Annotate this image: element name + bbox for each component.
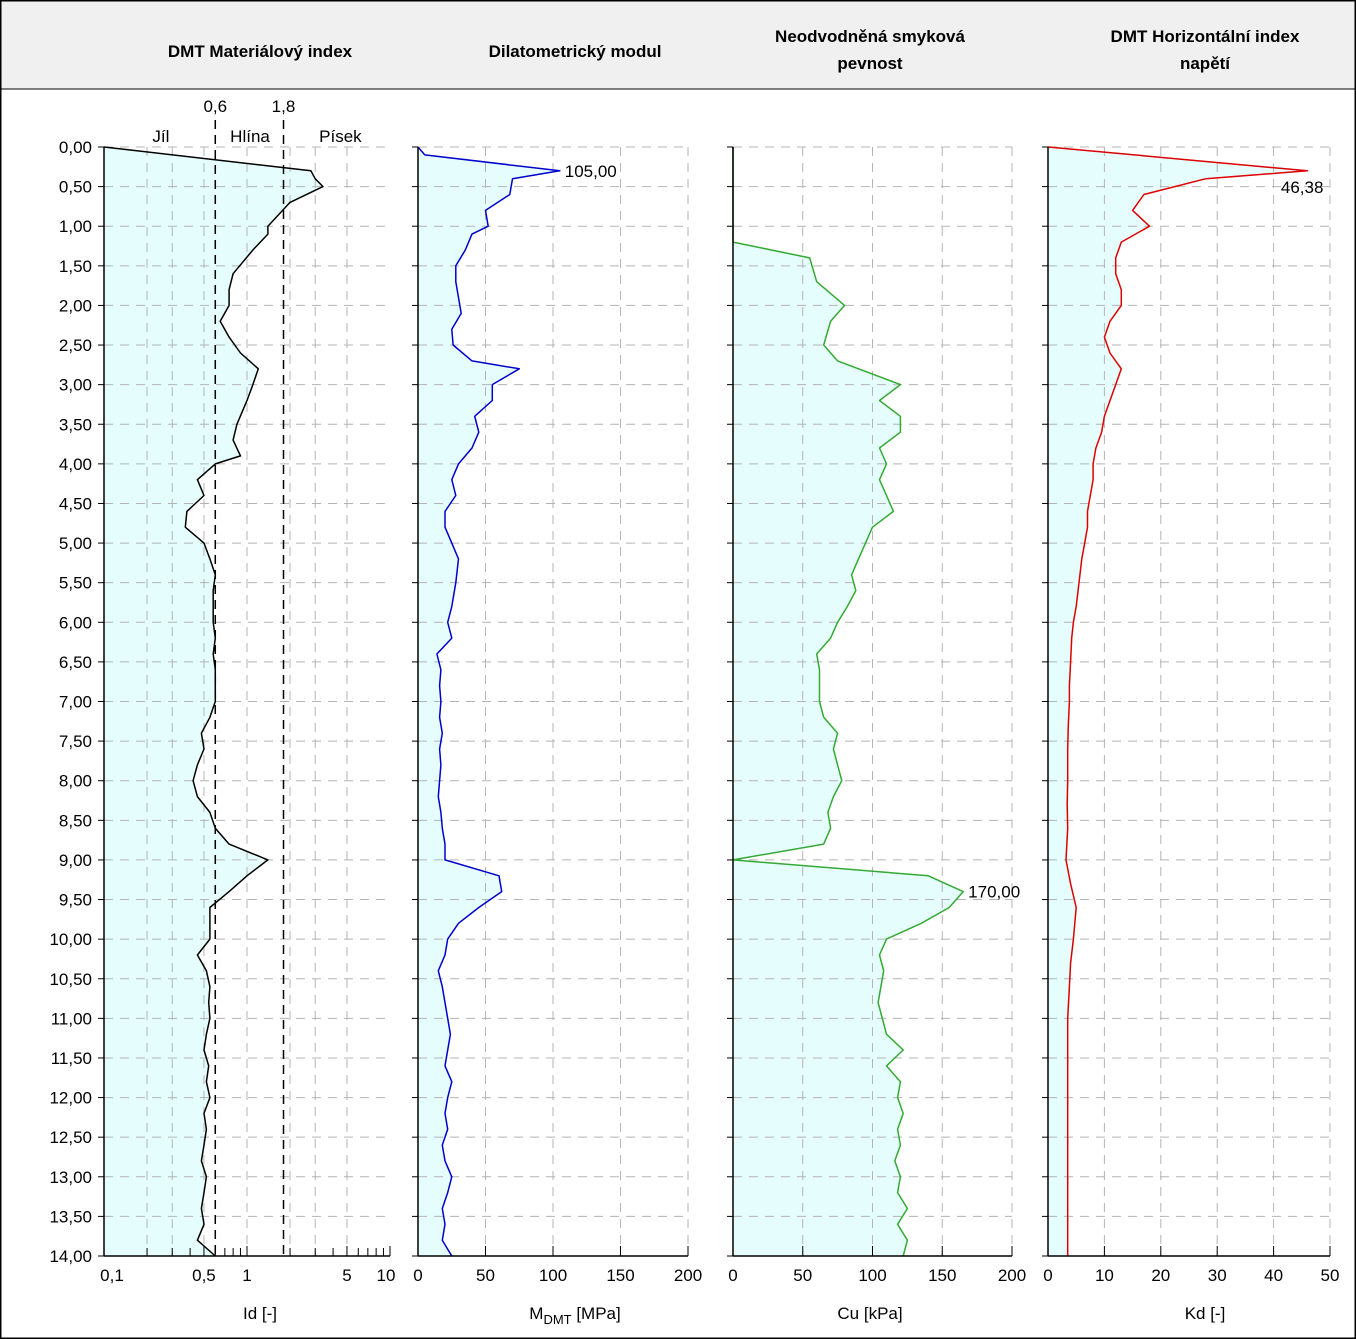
grid-layer [104,146,1331,1257]
peak-value-label: 105,00 [565,162,617,181]
profile-line [103,146,324,1257]
depth-tick-label: 5,50 [59,574,92,593]
depth-tick-label: 3,00 [59,376,92,395]
depth-tick-label: 0,50 [59,178,92,197]
panel-title: DMT Horizontální index [1111,27,1300,46]
x-tick-label: 10 [377,1266,396,1285]
zone-boundary-label: 0,6 [203,97,227,116]
depth-tick-label: 12,50 [49,1128,92,1147]
depth-tick-label: 8,50 [59,811,92,830]
x-tick-label: 200 [674,1266,702,1285]
peak-value-label: 46,38 [1281,178,1324,197]
x-tick-label: 150 [928,1266,956,1285]
series-layer [103,146,1309,1257]
x-tick-label: 0 [728,1266,737,1285]
panel-title: napětí [1180,54,1231,73]
zone-name-label: Písek [319,127,362,146]
x-tick-label: 0 [1043,1266,1052,1285]
x-tick-label: 40 [1264,1266,1283,1285]
depth-tick-label: 11,50 [51,1049,92,1068]
x-axis-label: Id [-] [243,1304,277,1323]
x-tick-label: 50 [793,1266,812,1285]
depth-tick-label: 6,50 [59,653,92,672]
panel-title: DMT Materiálový index [168,42,353,61]
axes-layer [98,120,1331,1257]
depth-tick-label: 7,50 [59,732,92,751]
x-tick-label: 1 [242,1266,251,1285]
x-tick-label: 20 [1151,1266,1170,1285]
profile-fill-area [1048,147,1308,1256]
zone-name-label: Jíl [152,127,169,146]
x-tick-label: 50 [1321,1266,1340,1285]
x-tick-label: 100 [539,1266,567,1285]
depth-tick-label: 9,50 [59,891,92,910]
zone-boundary-label: 1,8 [272,97,296,116]
panel-title: Neodvodněná smyková [775,27,965,46]
depth-tick-label: 1,50 [59,257,92,276]
depth-tick-label: 10,00 [49,930,92,949]
depth-tick-label: 13,00 [49,1168,92,1187]
x-axis-label: Cu [kPa] [837,1304,902,1323]
depth-tick-label: 7,00 [59,693,92,712]
x-tick-label: 100 [858,1266,886,1285]
zone-name-label: Hlína [230,127,270,146]
x-tick-label: 150 [606,1266,634,1285]
x-tick-label: 200 [998,1266,1026,1285]
x-tick-label: 0,5 [192,1266,216,1285]
x-tick-label: 50 [476,1266,495,1285]
depth-tick-label: 10,50 [49,970,92,989]
depth-tick-label: 3,50 [59,415,92,434]
depth-tick-label: 5,00 [59,534,92,553]
x-tick-label: 30 [1208,1266,1227,1285]
depth-tick-label: 9,00 [59,851,92,870]
text-layer: DMT Materiálový index 0,1 0,5 1 5 10 0,6 1,8 Jíl… [49,27,1339,1327]
depth-tick-label: 8,00 [59,772,92,791]
profile-fill-area [733,147,964,1256]
depth-tick-label: 4,50 [59,494,92,513]
panel-title: Dilatometrický modul [489,42,662,61]
depth-tick-label: 2,50 [59,336,92,355]
x-axis-label: MDMT [MPa] [529,1304,620,1327]
x-axis-label: Kd [-] [1185,1304,1226,1323]
panel-title: pevnost [837,54,903,73]
profile-line [732,147,964,1257]
peak-value-label: 170,00 [968,883,1020,902]
x-tick-label: 10 [1095,1266,1114,1285]
depth-tick-label: 12,00 [49,1089,92,1108]
depth-tick-label: 2,00 [59,296,92,315]
depth-tick-label: 4,00 [59,455,92,474]
depth-tick-label: 0,00 [59,138,92,157]
x-tick-label: 5 [342,1266,351,1285]
x-tick-label: 0 [413,1266,422,1285]
depth-tick-label: 6,00 [59,613,92,632]
x-tick-label: 0,1 [100,1266,124,1285]
depth-tick-label: 13,50 [49,1207,92,1226]
profile-line [1047,146,1309,1256]
header-band [1,1,1355,89]
depth-tick-label: 11,00 [51,1009,92,1028]
profile-line [417,146,561,1257]
depth-tick-label: 1,00 [59,217,92,236]
depth-tick-label: 14,00 [49,1247,92,1266]
